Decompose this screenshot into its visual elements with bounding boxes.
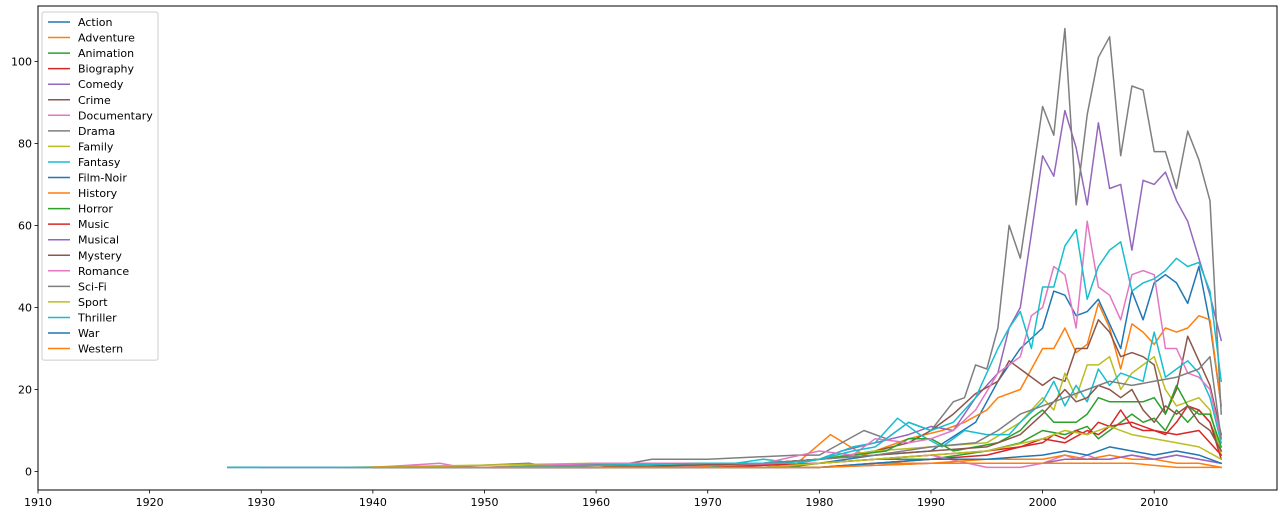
series-line-fantasy: [483, 331, 1223, 469]
legend-label-mystery: Mystery: [78, 249, 122, 262]
y-tick-label: 0: [25, 466, 32, 479]
x-tick-label: 2010: [1140, 496, 1168, 509]
y-tick-label: 40: [18, 301, 32, 314]
y-tick-label: 60: [18, 219, 32, 232]
legend-frame: [41, 11, 159, 361]
legend-label-thriller: Thriller: [77, 311, 117, 324]
x-tick-label: 1920: [136, 496, 164, 509]
y-tick-label: 20: [18, 384, 32, 397]
x-tick-label: 2000: [1029, 496, 1057, 509]
legend-label-biography: Biography: [78, 63, 135, 76]
series-layer: [227, 27, 1223, 469]
legend-label-adventure: Adventure: [78, 32, 135, 45]
legend-label-animation: Animation: [78, 47, 134, 60]
legend-label-war: War: [78, 327, 100, 340]
legend-label-documentary: Documentary: [78, 109, 153, 122]
legend-label-music: Music: [78, 218, 109, 231]
legend-label-comedy: Comedy: [78, 78, 124, 91]
legend-label-action: Action: [78, 16, 112, 29]
x-tick-label: 1980: [805, 496, 833, 509]
x-tick-label: 1930: [247, 496, 275, 509]
legend-label-horror: Horror: [78, 203, 113, 216]
y-axis: 0 20 40 60 80 100: [11, 55, 38, 479]
x-axis: 1910 1920 1930 1940 1950 1960 1970 1980 1990 2000…: [24, 490, 1168, 509]
series-line-biography: [595, 405, 1223, 469]
y-tick-label: 100: [11, 55, 32, 68]
x-tick-label: 1970: [694, 496, 722, 509]
series-line-action: [227, 265, 1223, 469]
legend-label-drama: Drama: [78, 125, 115, 138]
legend-label-fantasy: Fantasy: [78, 156, 121, 169]
legend: Action Adventure Animation Biography Comedy C…: [41, 11, 159, 361]
legend-label-family: Family: [78, 140, 114, 153]
legend-label-crime: Crime: [78, 94, 111, 107]
legend-label-musical: Musical: [78, 234, 119, 247]
series-line-sport: [595, 425, 1223, 469]
legend-label-romance: Romance: [78, 265, 129, 278]
series-line-western: [372, 462, 1222, 469]
legend-label-history: History: [78, 187, 118, 200]
x-tick-label: 1950: [470, 496, 498, 509]
legend-label-sport: Sport: [78, 296, 108, 309]
series-line-horror: [595, 384, 1223, 469]
plot-area: [37, 5, 1278, 491]
legend-label-film-noir: Film-Noir: [78, 172, 127, 185]
x-tick-label: 1990: [917, 496, 945, 509]
series-line-thriller: [227, 228, 1223, 469]
y-tick-label: 80: [18, 137, 32, 150]
x-tick-label: 1910: [24, 496, 52, 509]
legend-label-sci-fi: Sci-Fi: [78, 280, 107, 293]
x-tick-label: 1960: [582, 496, 610, 509]
x-tick-label: 1940: [359, 496, 387, 509]
legend-label-western: Western: [78, 343, 123, 356]
series-line-drama: [227, 27, 1222, 469]
series-line-adventure: [483, 302, 1223, 469]
